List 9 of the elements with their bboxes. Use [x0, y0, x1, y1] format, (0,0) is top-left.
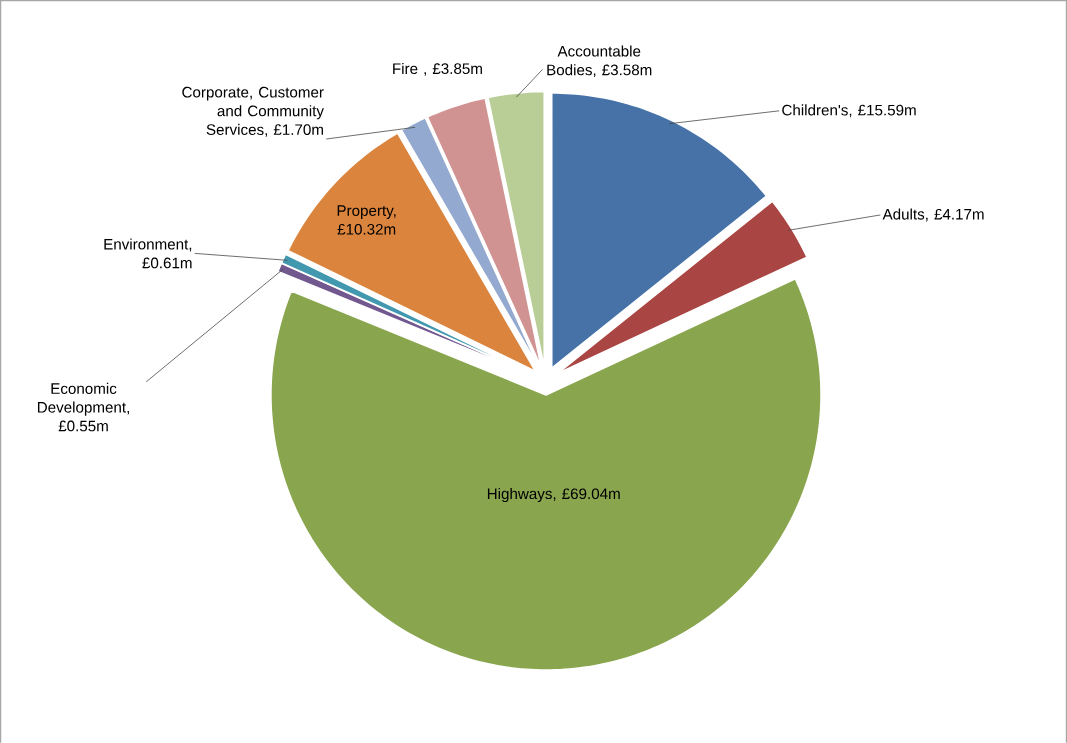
slice-label: Highways, £69.04m [487, 487, 620, 502]
slice-label: Corporate, Customer and Community Services, £1.70m [182, 86, 324, 137]
slice-label: Property, £10.32m [337, 205, 396, 235]
slice-label: Adults, £4.17m [882, 208, 984, 222]
slice-label: Children's, £15.59m [782, 104, 916, 118]
slice-label: Environment, £0.61m [104, 238, 192, 269]
slice-label: Fire , £3.85m [393, 62, 482, 76]
slice-label: Economic Development, £0.55m [37, 382, 129, 432]
slice-label: Accountable Bodies, £3.58m [547, 45, 652, 77]
